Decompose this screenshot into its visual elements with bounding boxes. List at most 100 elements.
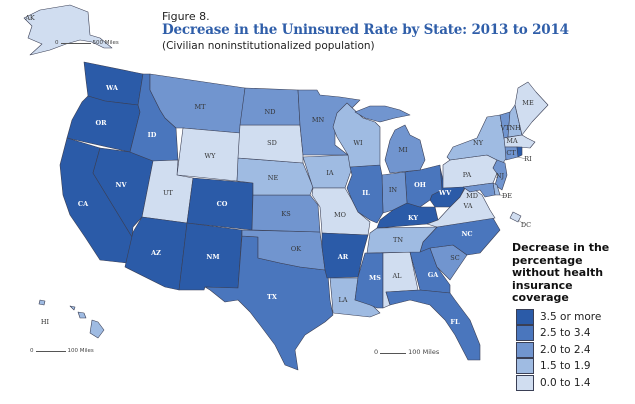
state-mo [311,187,371,236]
state-me [514,81,549,136]
state-label: NM [206,253,219,261]
legend-swatch [516,341,534,358]
state-mi [384,124,426,174]
state-label: PA [463,171,472,179]
state-mi [354,105,411,123]
legend-swatch [516,325,534,342]
legend-item: 2.5 to 3.4 [512,325,632,342]
legend-swatch [516,308,534,325]
state-fl [385,289,481,361]
state-label: CA [78,200,89,208]
state-ok [241,229,326,271]
state-label: AL [391,272,402,280]
state-ri [516,146,523,158]
state-label: DE [502,192,512,200]
state-label: UT [163,189,173,197]
scale-label: 500 Miles [92,40,119,46]
legend-item: 2.0 to 2.4 [512,341,632,359]
scale-zero: 0 [30,348,34,354]
state-label: HI [41,318,50,326]
state-label: NY [473,139,484,147]
state-label: MD [466,192,478,200]
callout-line [499,194,508,197]
figure-label: Figure 8. [162,10,210,23]
state-ne [236,157,314,196]
state-label: OH [414,181,426,189]
legend-swatch [516,358,534,375]
state-label: OR [95,119,107,127]
legend-title: Decrease in the percentage without healt… [512,241,610,304]
state-label: MA [506,137,518,145]
state-label: KS [281,210,290,218]
state-label: DC [521,221,531,229]
scale-zero: 0 [374,348,379,356]
legend-item: 0.0 to 1.4 [512,374,632,392]
state-label: NJ [496,172,505,180]
state-il [346,164,384,224]
state-label: KY [408,214,418,222]
state-label: MN [312,116,325,124]
state-hi [77,311,87,319]
legend-swatch [516,374,534,391]
state-label: FL [450,318,460,326]
state-label: RI [524,155,532,163]
scale-zero: 0 [55,40,59,46]
state-label: IL [362,189,370,197]
legend-item: 3.5 or more [512,308,632,326]
state-label: VA [463,202,473,210]
legend: Decrease in the percentage without healt… [512,241,632,392]
state-label: MT [195,103,207,111]
scale-label: 100 Miles [67,348,94,354]
scale-label: 100 Miles [408,348,440,356]
state-label: CO [217,200,228,208]
state-label: VT [499,124,510,132]
state-label: OK [291,245,301,253]
state-nj [492,159,508,191]
state-hi [38,299,46,306]
legend-label: 3.5 or more [540,310,602,323]
state-label: WA [105,84,119,92]
legend-label: 2.5 to 3.4 [540,327,591,340]
state-ia [302,154,353,189]
state-label: NE [268,174,279,182]
state-md [462,182,496,198]
state-label: ME [522,99,534,107]
callout-line [517,219,525,225]
state-oh [404,164,443,208]
map-subtitle: (Civilian noninstitutionalized populatio… [162,40,375,52]
state-label: WY [205,152,217,160]
state-label: CT [506,149,516,157]
map-title: Decrease in the Uninsured Rate by State:… [162,22,569,38]
callout-line [517,156,527,160]
state-ar [321,232,369,279]
legend-item: 1.5 to 1.9 [512,358,632,375]
state-hi [89,319,105,339]
legend-label: 2.0 to 2.4 [540,343,591,356]
state-label: MI [398,146,408,154]
state-label: TX [267,293,278,301]
conus-scale-bar: 0 100 Miles [374,348,439,356]
state-label: NH [509,124,521,132]
state-dc [509,211,522,223]
state-ak [23,4,113,56]
state-label: IA [326,169,334,177]
state-label: AZ [150,249,161,257]
state-label: ID [148,131,157,139]
alaska-scale-bar: 0 500 Miles [55,40,119,46]
state-label: GA [428,271,440,279]
state-label: MS [369,274,381,282]
state-hi [69,305,76,311]
legend-label: 0.0 to 1.4 [540,376,591,389]
state-label: SD [267,139,277,147]
state-label: ND [265,108,276,116]
state-label: NC [461,230,472,238]
hawaii-scale-bar: 0 100 Miles [30,348,94,354]
state-label: WV [438,189,452,197]
state-label: TN [393,236,403,244]
state-label: IN [389,186,398,194]
state-label: NV [116,181,128,189]
state-label: AR [337,253,349,261]
legend-label: 1.5 to 1.9 [540,360,591,373]
